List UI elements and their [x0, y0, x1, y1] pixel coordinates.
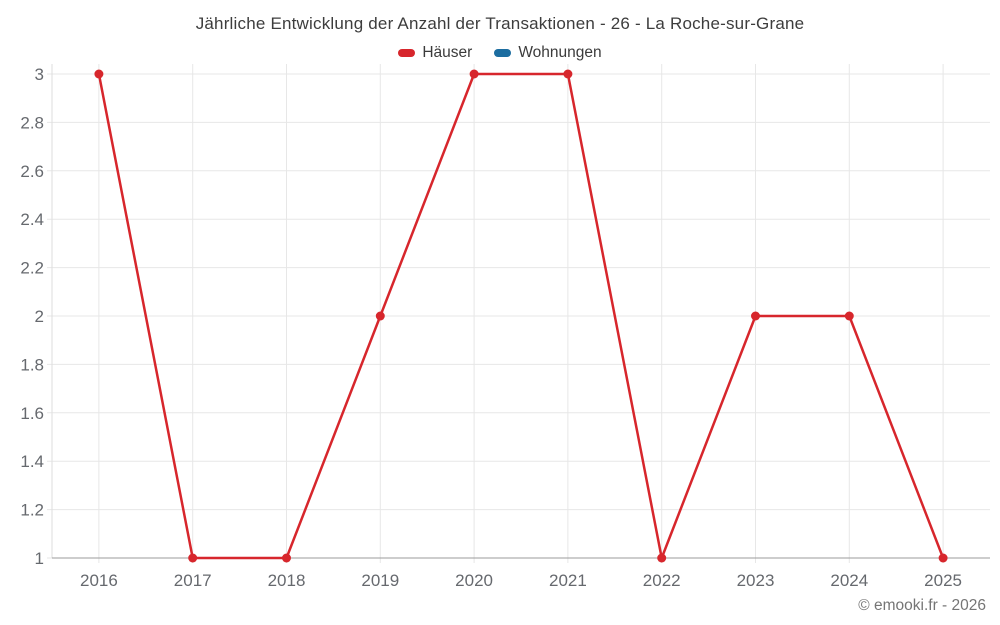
data-point-2024[interactable]	[844, 311, 854, 321]
y-axis-label: 1.4	[20, 452, 44, 471]
x-axis-label: 2024	[830, 571, 868, 590]
data-point-2025[interactable]	[938, 553, 948, 563]
data-point-2021[interactable]	[563, 69, 573, 79]
haeuser-series-swatch-icon	[398, 49, 416, 57]
y-axis-label: 1.6	[20, 404, 44, 423]
x-axis-label: 2022	[643, 571, 681, 590]
wohnungen-series-swatch-icon	[494, 49, 512, 57]
series-line-häuser	[97, 72, 945, 560]
y-axis-label: 1.2	[20, 501, 44, 520]
legend-item-haeuser[interactable]: Häuser	[398, 44, 472, 62]
y-axis-label: 1	[35, 549, 44, 568]
data-point-2019[interactable]	[375, 311, 385, 321]
x-axis-label: 2020	[455, 571, 493, 590]
data-point-2018[interactable]	[282, 553, 291, 563]
x-axis-label: 2025	[924, 571, 962, 590]
y-axis-label: 2	[35, 307, 44, 326]
legend-label-wohnungen: Wohnungen	[518, 44, 602, 61]
legend-label-haeuser: Häuser	[422, 44, 473, 61]
x-axis-label: 2018	[268, 571, 306, 590]
y-axis-label: 2.4	[20, 210, 44, 229]
y-axis-label: 2.6	[20, 162, 44, 181]
data-point-2017[interactable]	[188, 553, 198, 563]
legend: Häuser Wohnungen	[0, 44, 1000, 62]
data-point-2020[interactable]	[469, 69, 479, 79]
x-axis-label: 2019	[361, 571, 399, 590]
x-axis-label: 2017	[174, 571, 212, 590]
y-axis-label: 1.8	[20, 355, 44, 374]
y-axis-label: 2.2	[20, 259, 44, 278]
chart-title: Jährliche Entwicklung der Anzahl der Tra…	[195, 14, 805, 33]
y-axis-label: 3	[35, 65, 44, 84]
data-point-2016[interactable]	[94, 69, 104, 79]
y-axis-label: 2.8	[20, 113, 44, 132]
data-point-2022[interactable]	[657, 553, 667, 563]
copyright-text: © emooki.fr - 2026	[858, 597, 986, 614]
x-axis-label: 2016	[80, 571, 118, 590]
x-axis-label: 2023	[737, 571, 775, 590]
x-axis-label: 2021	[549, 571, 587, 590]
data-point-2023[interactable]	[751, 311, 760, 321]
legend-item-wohnungen[interactable]: Wohnungen	[494, 44, 602, 62]
